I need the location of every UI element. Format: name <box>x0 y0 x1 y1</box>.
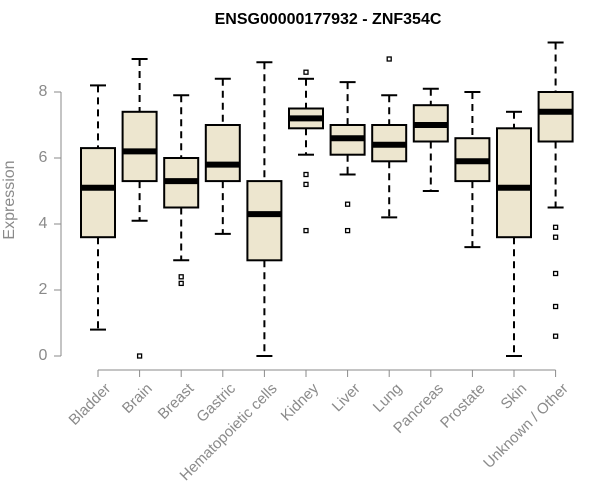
box-iqr <box>121 110 158 183</box>
box-group <box>329 81 366 234</box>
outlier-point <box>552 303 559 310</box>
box-group <box>371 56 408 219</box>
box-group <box>288 69 324 234</box>
outlier-point <box>178 280 184 287</box>
box-group <box>496 110 532 357</box>
outlier-point <box>344 201 351 207</box>
box-group <box>537 41 574 339</box>
outlier-point <box>386 56 392 62</box>
outlier-point <box>303 227 309 234</box>
outlier-point <box>303 69 309 75</box>
box-group <box>454 91 491 249</box>
x-tick-label: Prostate <box>437 380 489 432</box>
box-group <box>80 84 116 331</box>
box-iqr <box>80 147 116 239</box>
box-iqr <box>496 127 532 239</box>
y-tick-label: 4 <box>39 215 48 232</box>
y-tick-label: 8 <box>39 83 48 100</box>
outlier-point <box>344 227 351 234</box>
y-tick-label: 6 <box>39 149 48 166</box>
outlier-point <box>552 270 559 277</box>
y-tick-label: 2 <box>39 281 48 298</box>
box-group <box>204 77 241 235</box>
box-group <box>121 58 158 359</box>
box-iqr <box>537 91 574 143</box>
x-tick-label: Lung <box>370 380 406 416</box>
chart-title: ENSG00000177932 - ZNF354C <box>215 11 442 28</box>
x-tick-label: Kidney <box>278 380 323 425</box>
x-tick-label: Liver <box>329 380 364 415</box>
box-group <box>412 87 449 192</box>
x-tick-label: Breast <box>155 380 198 423</box>
x-tick-label: Brain <box>119 380 156 417</box>
box-iqr <box>204 124 241 183</box>
y-axis: 0 2 4 6 8 <box>39 83 62 364</box>
x-tick-label: Bladder <box>66 380 115 429</box>
x-tick-label: Skin <box>498 380 531 413</box>
outlier-point <box>178 274 184 280</box>
box-group <box>163 94 200 287</box>
outlier-point <box>552 333 559 339</box>
box-group <box>246 61 283 357</box>
outlier-point <box>303 181 309 188</box>
outlier-point <box>303 171 309 178</box>
box-iqr <box>246 180 283 262</box>
outlier-point <box>136 353 143 359</box>
box-series <box>80 41 574 359</box>
y-tick-label: 0 <box>39 347 48 364</box>
outlier-point <box>552 234 559 240</box>
outlier-point <box>552 224 559 230</box>
y-axis-label: Expression <box>1 160 18 239</box>
